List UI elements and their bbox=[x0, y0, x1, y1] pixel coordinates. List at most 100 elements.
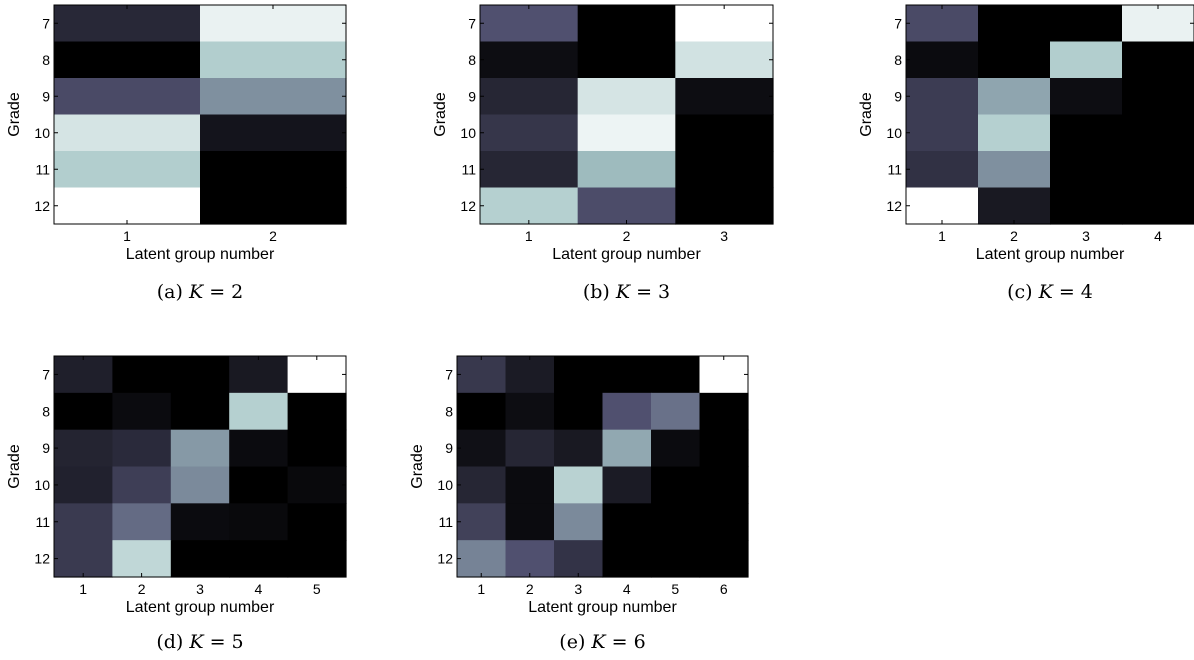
heatmap-cell bbox=[112, 356, 172, 394]
heatmap-cell bbox=[54, 151, 201, 189]
heatmap-cell bbox=[1122, 5, 1194, 43]
y-axis-label: Grade bbox=[6, 92, 23, 137]
x-tick-label: 1 bbox=[79, 581, 87, 597]
y-tick-label: 9 bbox=[42, 88, 50, 104]
y-axis-label: Grade bbox=[858, 92, 875, 137]
x-tick-label: 1 bbox=[123, 228, 131, 244]
heatmap-cell bbox=[505, 466, 555, 504]
x-axis-label: Latent group number bbox=[126, 246, 275, 263]
y-tick-label: 9 bbox=[894, 88, 902, 104]
heatmap-cell bbox=[577, 5, 676, 43]
heatmap-cell bbox=[457, 356, 507, 394]
heatmap-cell bbox=[505, 503, 555, 541]
heatmap-cell bbox=[906, 5, 979, 43]
heatmap-cell bbox=[978, 114, 1051, 152]
heatmap-cell bbox=[54, 540, 113, 578]
y-tick-label: 12 bbox=[34, 198, 50, 214]
heatmap-cell bbox=[457, 503, 507, 541]
x-tick-label: 1 bbox=[477, 581, 485, 597]
heatmap-cell bbox=[200, 78, 347, 116]
y-tick-label: 8 bbox=[894, 52, 902, 68]
heatmap-cell bbox=[505, 540, 555, 578]
heatmap-cell bbox=[54, 41, 201, 79]
y-tick-label: 9 bbox=[468, 88, 476, 104]
heatmap-cell bbox=[170, 466, 230, 504]
heatmap-cell bbox=[200, 151, 347, 189]
heatmap-cell bbox=[505, 356, 555, 394]
heatmap-cell bbox=[229, 429, 289, 468]
heatmap-cell bbox=[602, 356, 652, 394]
y-tick-label: 11 bbox=[35, 161, 50, 177]
heatmap-cell bbox=[170, 356, 230, 394]
heatmap-cell bbox=[287, 356, 347, 394]
heatmap-cell bbox=[457, 392, 507, 431]
heatmap-cell bbox=[54, 503, 113, 541]
x-tick-label: 1 bbox=[938, 228, 946, 244]
heatmap-cell bbox=[287, 540, 347, 578]
y-tick-label: 10 bbox=[34, 125, 50, 141]
x-tick-label: 4 bbox=[1154, 228, 1162, 244]
heatmap-cell bbox=[112, 392, 172, 431]
heatmap-cell bbox=[651, 466, 701, 504]
heatmap-cell bbox=[200, 5, 347, 43]
x-axis-label: Latent group number bbox=[126, 599, 275, 616]
heatmap-cell bbox=[200, 114, 347, 152]
heatmap-cell bbox=[978, 187, 1051, 225]
heatmap-cell bbox=[287, 392, 347, 431]
heatmap-cell bbox=[675, 78, 774, 116]
y-tick-label: 10 bbox=[437, 477, 453, 493]
heatmap-cell bbox=[554, 392, 604, 431]
y-tick-label: 7 bbox=[894, 15, 902, 31]
heatmap-cell bbox=[170, 540, 230, 578]
x-tick-label: 2 bbox=[138, 581, 146, 597]
heatmap-cell bbox=[906, 187, 979, 225]
heatmap-cell bbox=[1122, 41, 1194, 79]
heatmap-cell bbox=[112, 429, 172, 468]
heatmap-cell bbox=[906, 151, 979, 189]
y-tick-label: 8 bbox=[42, 403, 50, 419]
heatmap-cell bbox=[229, 540, 289, 578]
heatmap-cell bbox=[651, 392, 701, 431]
heatmap-cell bbox=[554, 429, 604, 468]
heatmap-cell bbox=[1050, 78, 1123, 116]
panel-caption: (b) K = 3 bbox=[583, 281, 670, 303]
heatmap-cell bbox=[651, 540, 701, 578]
y-tick-label: 12 bbox=[437, 551, 453, 567]
x-tick-label: 3 bbox=[196, 581, 204, 597]
heatmap-cell bbox=[170, 392, 230, 431]
x-tick-label: 2 bbox=[1010, 228, 1018, 244]
heatmap-cell bbox=[457, 540, 507, 578]
heatmap-cell bbox=[602, 540, 652, 578]
x-axis-label: Latent group number bbox=[528, 599, 677, 616]
heatmap-cell bbox=[906, 114, 979, 152]
heatmap-cell bbox=[577, 114, 676, 152]
x-tick-label: 3 bbox=[720, 228, 728, 244]
y-tick-label: 11 bbox=[461, 161, 476, 177]
plot-frame bbox=[53, 4, 347, 225]
y-tick-label: 7 bbox=[42, 15, 50, 31]
heatmap-cell bbox=[651, 503, 701, 541]
heatmap-cell bbox=[1050, 151, 1123, 189]
x-axis-label: Latent group number bbox=[552, 246, 701, 263]
heatmap-cell bbox=[577, 41, 676, 79]
heatmap-cell bbox=[554, 503, 604, 541]
heatmap-cell bbox=[577, 78, 676, 116]
heatmap-cell bbox=[54, 356, 113, 394]
y-tick-label: 12 bbox=[460, 198, 476, 214]
x-tick-label: 2 bbox=[269, 228, 277, 244]
y-tick-label: 12 bbox=[34, 551, 50, 567]
heatmap-cell bbox=[54, 5, 201, 43]
heatmap-cell bbox=[906, 41, 979, 79]
heatmap-cell bbox=[699, 503, 749, 541]
y-tick-label: 11 bbox=[887, 161, 902, 177]
x-tick-label: 6 bbox=[720, 581, 728, 597]
heatmap-cell bbox=[699, 429, 749, 468]
heatmap-cell bbox=[229, 503, 289, 541]
heatmap-cell bbox=[577, 187, 676, 225]
heatmap-cell bbox=[651, 429, 701, 468]
heatmap-cell bbox=[54, 78, 201, 116]
heatmap-cell bbox=[54, 429, 113, 468]
heatmap-cell bbox=[1122, 187, 1194, 225]
heatmap-cell bbox=[112, 466, 172, 504]
